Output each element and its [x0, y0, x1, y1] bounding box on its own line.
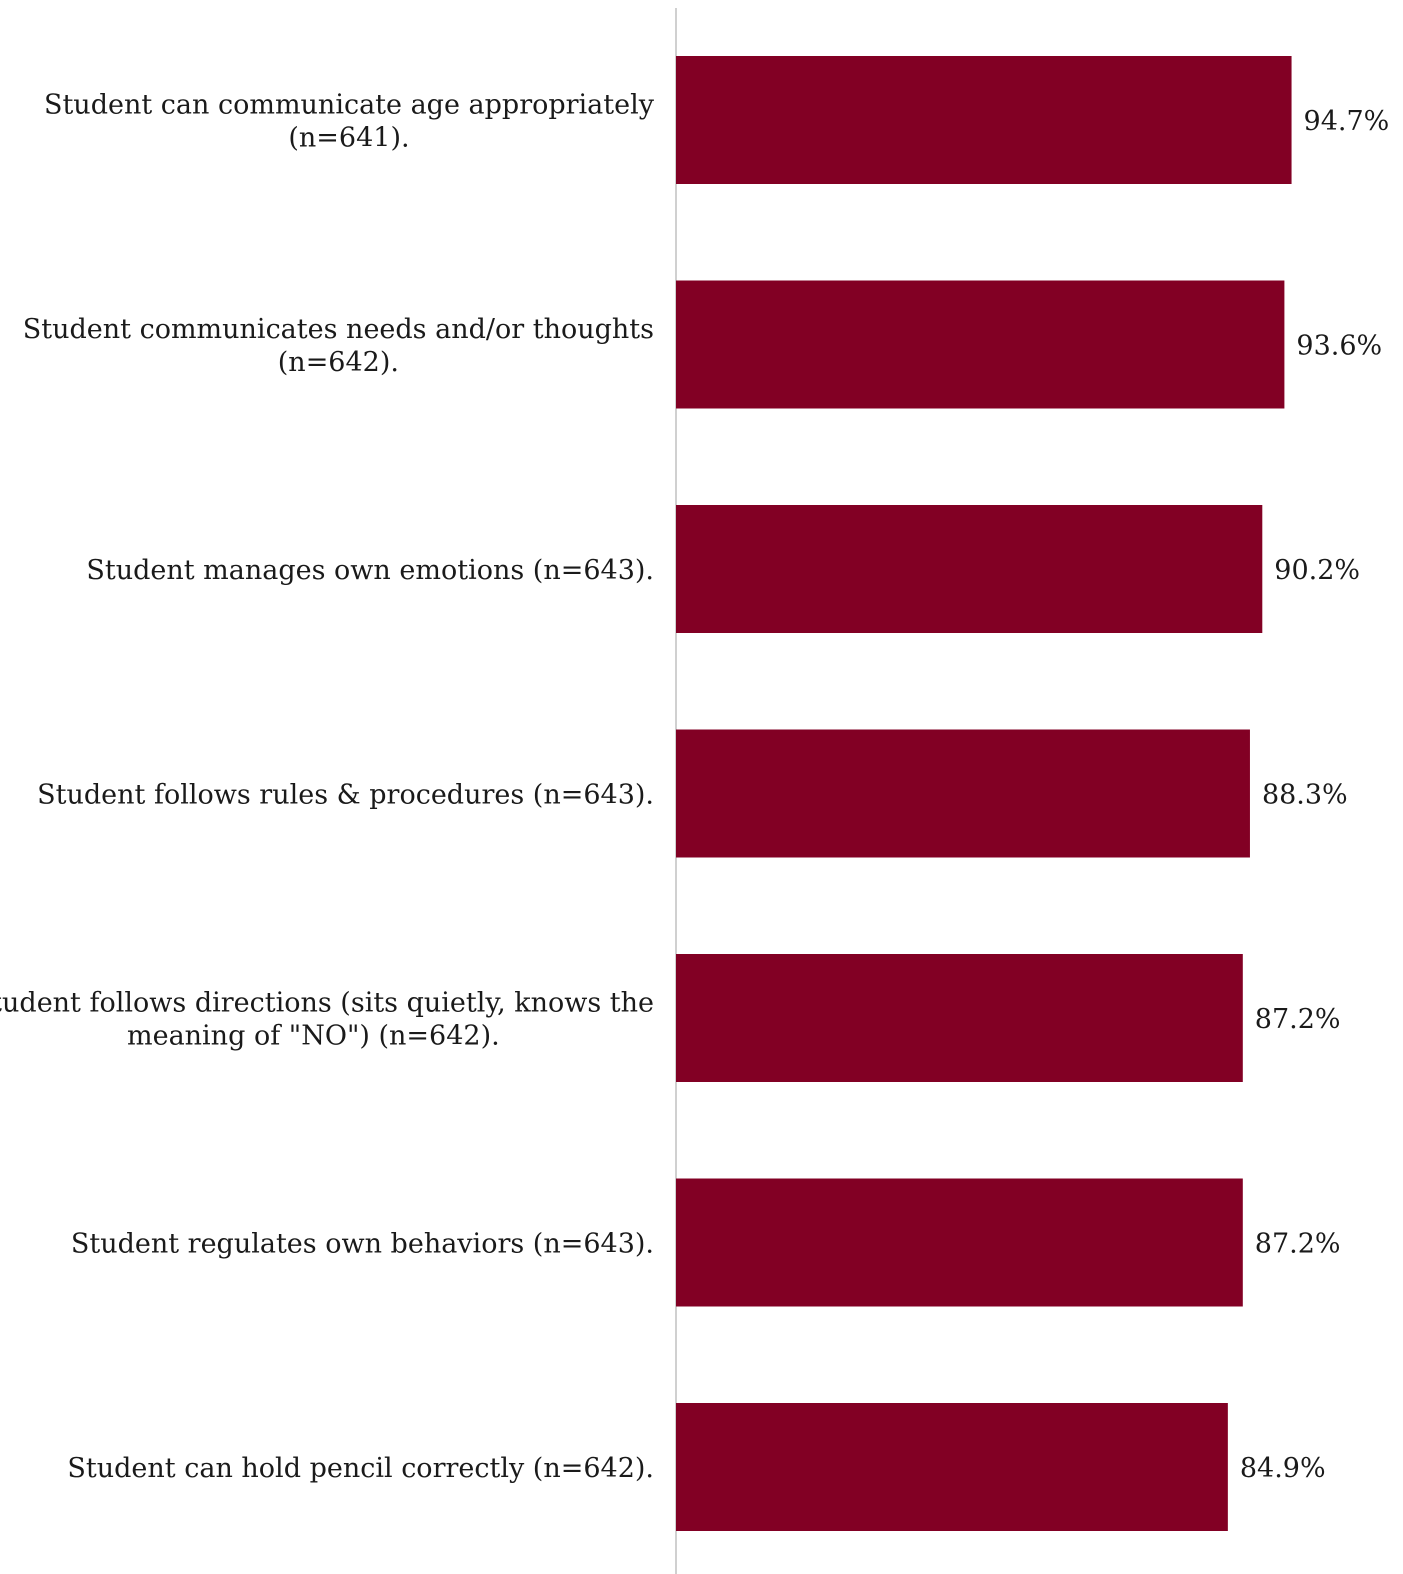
category-label-1: Student can communicate age appropriatel…: [44, 90, 655, 154]
category-label-4-line-1: Student follows rules & procedures (n=64…: [37, 780, 654, 811]
value-label-2: 93.6%: [1296, 331, 1382, 362]
category-label-5-line-2: meaning of "NO") (n=642).: [127, 1021, 500, 1052]
bar-4: [676, 729, 1250, 858]
value-label-3: 90.2%: [1274, 555, 1360, 586]
category-label-5-line-1: Student follows directions (sits quietly…: [0, 988, 654, 1019]
bars-group: [676, 56, 1292, 1531]
category-label-2-line-2: (n=642).: [278, 347, 399, 378]
value-label-7: 84.9%: [1240, 1453, 1326, 1484]
category-label-3: Student manages own emotions (n=643).: [86, 555, 654, 586]
category-label-6-line-1: Student regulates own behaviors (n=643).: [71, 1229, 654, 1260]
category-label-4: Student follows rules & procedures (n=64…: [37, 780, 654, 811]
category-label-1-line-2: (n=641).: [288, 123, 409, 154]
category-label-5: Student follows directions (sits quietly…: [0, 988, 654, 1052]
category-label-6: Student regulates own behaviors (n=643).: [71, 1229, 654, 1260]
bar-2: [676, 280, 1285, 409]
value-labels-group: 94.7% 93.6% 90.2% 88.3% 87.2% 87.2% 84.9%: [1240, 106, 1389, 1484]
category-label-1-line-1: Student can communicate age appropriatel…: [44, 90, 655, 121]
bar-3: [676, 505, 1263, 633]
category-label-7-line-1: Student can hold pencil correctly (n=642…: [67, 1453, 654, 1484]
category-labels-group: Student can communicate age appropriatel…: [0, 90, 655, 1485]
bar-7: [676, 1403, 1228, 1531]
category-label-7: Student can hold pencil correctly (n=642…: [67, 1453, 654, 1484]
value-label-5: 87.2%: [1255, 1004, 1341, 1035]
value-label-4: 88.3%: [1262, 780, 1348, 811]
bar-1: [676, 56, 1292, 184]
bar-6: [676, 1178, 1243, 1307]
bar-5: [676, 954, 1243, 1082]
value-label-6: 87.2%: [1255, 1229, 1341, 1260]
value-label-1: 94.7%: [1304, 106, 1390, 137]
category-label-2: Student communicates needs and/or though…: [23, 314, 654, 378]
category-label-3-line-1: Student manages own emotions (n=643).: [86, 555, 654, 586]
category-label-2-line-1: Student communicates needs and/or though…: [23, 314, 654, 345]
